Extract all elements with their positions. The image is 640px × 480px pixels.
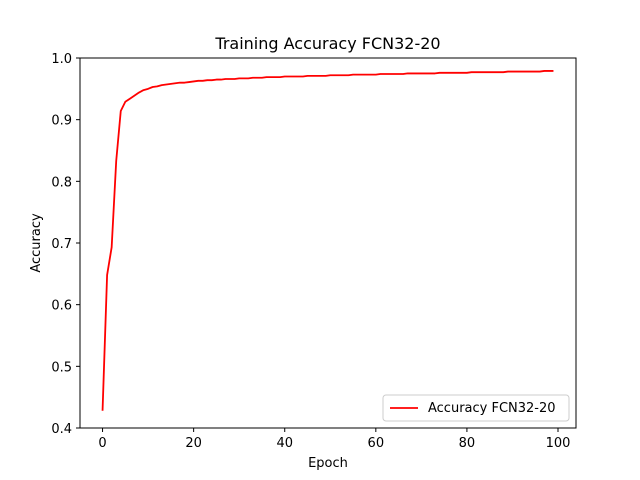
y-tick-label: 1.0	[51, 52, 72, 67]
x-tick-label: 0	[98, 436, 106, 451]
y-tick-label: 0.4	[51, 422, 72, 437]
legend-label: Accuracy FCN32-20	[428, 401, 556, 416]
x-axis: 0 20 40 60 80 100	[98, 428, 570, 451]
x-tick-label: 20	[185, 436, 202, 451]
y-tick-label: 0.9	[51, 114, 72, 129]
legend: Accuracy FCN32-20	[382, 394, 570, 422]
x-tick-label: 100	[546, 436, 571, 451]
x-tick-label: 60	[368, 436, 385, 451]
x-tick-label: 40	[276, 436, 293, 451]
y-axis: 0.4 0.5 0.6 0.7 0.8 0.9 1.0	[51, 52, 80, 437]
axes-frame	[79, 57, 577, 429]
y-tick-label: 0.5	[51, 360, 72, 375]
chart-title: Training Accuracy FCN32-20	[214, 34, 440, 53]
y-tick-label: 0.7	[51, 237, 72, 252]
series-line-accuracy	[101, 70, 554, 411]
y-tick-label: 0.8	[51, 175, 72, 190]
plot-area	[79, 57, 577, 429]
x-tick-label: 80	[459, 436, 476, 451]
y-axis-label: Accuracy	[29, 213, 44, 273]
x-axis-label: Epoch	[308, 456, 348, 471]
y-tick-label: 0.6	[51, 299, 72, 314]
legend-box	[382, 394, 570, 422]
